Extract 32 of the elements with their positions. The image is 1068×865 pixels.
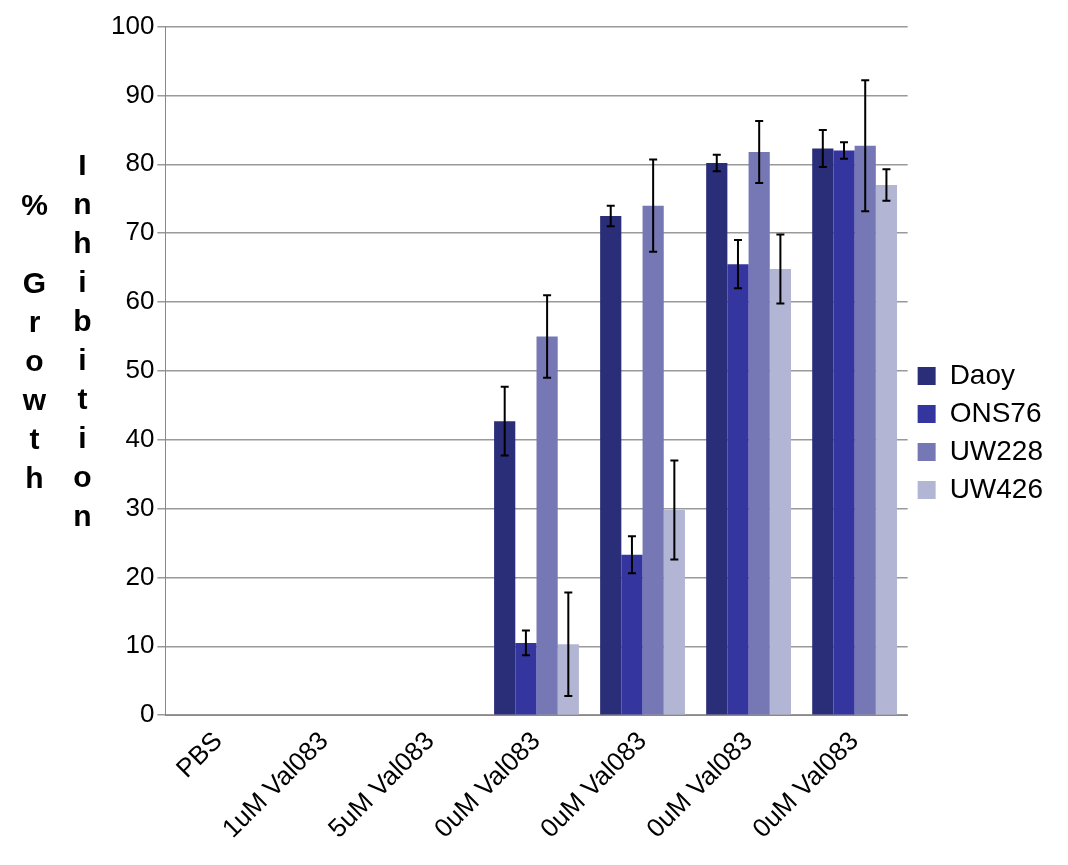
y-tick-label: 90	[125, 78, 155, 109]
legend-label: UW228	[949, 434, 1044, 466]
y-tick-label: 80	[125, 147, 155, 178]
y-tick-label: 60	[125, 285, 155, 316]
bar	[515, 642, 537, 715]
bar	[769, 268, 791, 715]
bar	[557, 644, 579, 715]
y-tick-label: 70	[125, 216, 155, 247]
y-tick-label: 40	[125, 422, 155, 453]
bar	[748, 151, 770, 715]
bar	[727, 264, 749, 715]
bar	[706, 162, 728, 715]
bar	[812, 148, 834, 715]
y-tick-label: 30	[125, 491, 155, 522]
y-tick-label: 100	[110, 9, 155, 40]
bar	[854, 145, 876, 715]
legend-label: ONS76	[949, 396, 1042, 428]
bar	[875, 184, 898, 715]
y-tick-label: 20	[125, 560, 155, 591]
legend-label: Daoy	[949, 358, 1016, 390]
bar	[536, 336, 558, 715]
bar	[833, 150, 855, 715]
bar	[600, 215, 622, 715]
bar	[494, 421, 516, 715]
bar	[663, 509, 685, 715]
y-tick-label: 10	[125, 629, 155, 660]
bar	[642, 205, 664, 715]
y-tick-label: 50	[125, 354, 155, 385]
y-tick-label: 0	[139, 698, 155, 729]
y-axis-title: % Growth Inhibition	[17, 148, 99, 538]
legend-label: UW426	[949, 472, 1044, 504]
bar	[621, 554, 643, 715]
